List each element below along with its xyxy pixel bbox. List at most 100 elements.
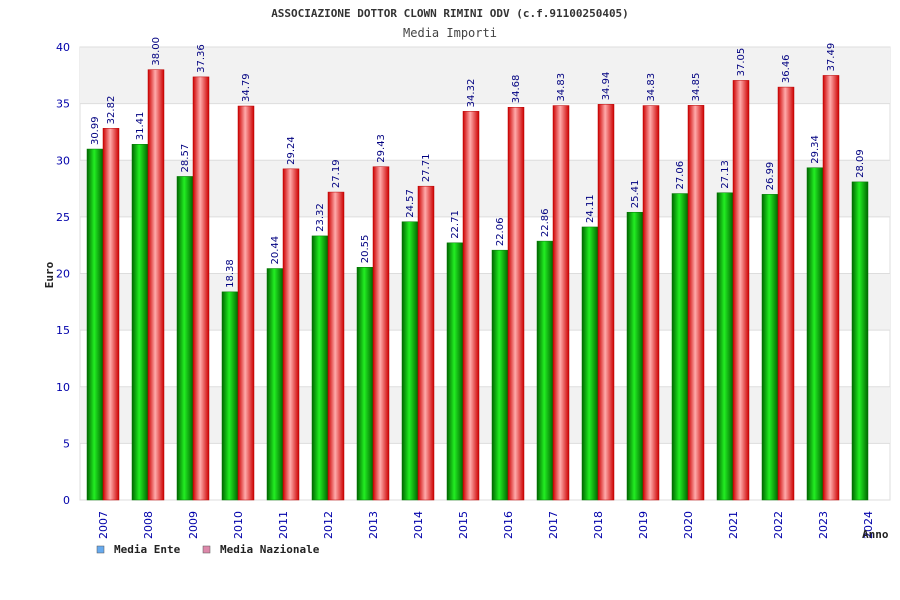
- value-label: 22.06: [495, 218, 506, 247]
- value-label: 34.68: [511, 75, 522, 104]
- legend: Media Ente Media Nazionale: [96, 543, 320, 556]
- value-label: 34.83: [646, 73, 657, 102]
- y-tick-label: 30: [56, 154, 70, 167]
- bar-media-nazionale-2023: [822, 75, 840, 501]
- y-tick-label: 5: [63, 437, 70, 450]
- x-tick-label: 2023: [817, 511, 830, 539]
- legend-swatch-media-nazionale: [202, 545, 211, 554]
- grid-band: [80, 160, 890, 217]
- y-tick-label: 10: [56, 381, 70, 394]
- bar-media-ente-2012: [311, 235, 329, 501]
- bar-media-nazionale-2016: [507, 106, 525, 501]
- x-axis: 2007 2008 2009 2010 2011 2012 2013 2014 2015 2016…: [97, 511, 875, 539]
- value-labels: 30.99 32.82 31.41 38.00 28.57 37.36 18.38 34.79…: [90, 37, 866, 288]
- y-tick-label: 35: [56, 98, 70, 111]
- bar-media-nazionale-2018: [597, 104, 615, 501]
- value-label: 34.94: [601, 72, 612, 101]
- value-label: 29.34: [810, 135, 821, 164]
- x-tick-label: 2022: [772, 511, 785, 539]
- x-tick-label: 2011: [277, 511, 290, 539]
- bar-media-ente-2023: [806, 167, 824, 501]
- x-tick-label: 2013: [367, 511, 380, 539]
- grid-band: [80, 273, 890, 331]
- bar-media-nazionale-2020: [687, 105, 705, 501]
- x-tick-label: 2024: [862, 511, 875, 539]
- bar-media-nazionale-2009: [192, 76, 210, 501]
- y-tick-label: 15: [56, 324, 70, 337]
- value-label: 34.85: [691, 73, 702, 102]
- x-tick-label: 2017: [547, 511, 560, 539]
- value-label: 28.09: [855, 149, 866, 178]
- x-axis-label: Anno: [862, 528, 889, 541]
- bar-media-ente-2010: [221, 291, 239, 501]
- bar-media-ente-2024: [851, 181, 869, 501]
- value-label: 20.55: [360, 235, 371, 264]
- value-label: 32.82: [106, 96, 117, 125]
- x-tick-label: 2008: [142, 511, 155, 539]
- y-axis-label: Euro: [43, 261, 56, 288]
- bar-media-ente-2020: [671, 193, 689, 501]
- value-label: 26.99: [765, 162, 776, 191]
- x-tick-label: 2010: [232, 511, 245, 539]
- value-label: 34.79: [241, 73, 252, 102]
- x-tick-label: 2014: [412, 511, 425, 539]
- value-label: 27.13: [720, 160, 731, 189]
- bar-media-nazionale-2013: [372, 166, 390, 501]
- bars: [86, 69, 869, 501]
- y-axis: 0 5 10 15 20 25 30 35 40: [56, 41, 70, 507]
- value-label: 20.44: [270, 236, 281, 265]
- y-tick-label: 40: [56, 41, 70, 54]
- y-tick-label: 25: [56, 211, 70, 224]
- x-tick-label: 2015: [457, 511, 470, 539]
- bar-media-ente-2007: [86, 148, 104, 501]
- bar-media-ente-2014: [401, 221, 419, 501]
- value-label: 37.49: [826, 43, 837, 72]
- chart-subtitle: Media Importi: [403, 26, 497, 40]
- x-tick-label: 2012: [322, 511, 335, 539]
- bar-media-ente-2016: [491, 249, 509, 501]
- chart-title: ASSOCIAZIONE DOTTOR CLOWN RIMINI ODV (c.…: [271, 7, 629, 20]
- x-tick-label: 2007: [97, 511, 110, 539]
- x-tick-label: 2019: [637, 511, 650, 539]
- value-label: 37.36: [196, 44, 207, 73]
- value-label: 25.41: [630, 180, 641, 209]
- bar-media-ente-2009: [176, 176, 194, 501]
- bar-media-ente-2015: [446, 242, 464, 501]
- bar-media-nazionale-2007: [102, 128, 120, 501]
- bar-media-nazionale-2019: [642, 105, 660, 501]
- x-tick-label: 2016: [502, 511, 515, 539]
- y-tick-label: 0: [63, 494, 70, 507]
- value-label: 27.06: [675, 161, 686, 190]
- bar-media-ente-2013: [356, 267, 374, 501]
- bar-media-nazionale-2008: [147, 69, 165, 501]
- bar-media-nazionale-2015: [462, 111, 480, 501]
- value-label: 27.71: [421, 154, 432, 183]
- bar-media-nazionale-2022: [777, 86, 795, 501]
- bar-media-nazionale-2014: [417, 185, 435, 501]
- value-label: 24.11: [585, 194, 596, 223]
- x-tick-label: 2021: [727, 511, 740, 539]
- legend-label-media-nazionale: Media Nazionale: [220, 543, 320, 556]
- bar-media-ente-2008: [131, 144, 149, 501]
- bar-media-ente-2019: [626, 211, 644, 501]
- value-label: 27.19: [331, 159, 342, 188]
- value-label: 22.71: [450, 210, 461, 239]
- value-label: 36.46: [781, 54, 792, 83]
- legend-label-media-ente: Media Ente: [114, 543, 181, 556]
- bar-media-nazionale-2012: [327, 191, 345, 501]
- x-tick-label: 2020: [682, 511, 695, 539]
- value-label: 29.43: [376, 134, 387, 163]
- value-label: 28.57: [180, 144, 191, 173]
- legend-swatch-media-ente: [96, 545, 105, 554]
- value-label: 38.00: [151, 37, 162, 66]
- value-label: 22.86: [540, 208, 551, 237]
- value-label: 34.83: [556, 73, 567, 102]
- x-tick-label: 2018: [592, 511, 605, 539]
- x-tick-label: 2009: [187, 511, 200, 539]
- bar-media-ente-2018: [581, 226, 599, 501]
- grid-band: [80, 386, 890, 444]
- bar-media-ente-2022: [761, 194, 779, 501]
- y-tick-label: 20: [56, 268, 70, 281]
- bar-media-nazionale-2017: [552, 105, 570, 501]
